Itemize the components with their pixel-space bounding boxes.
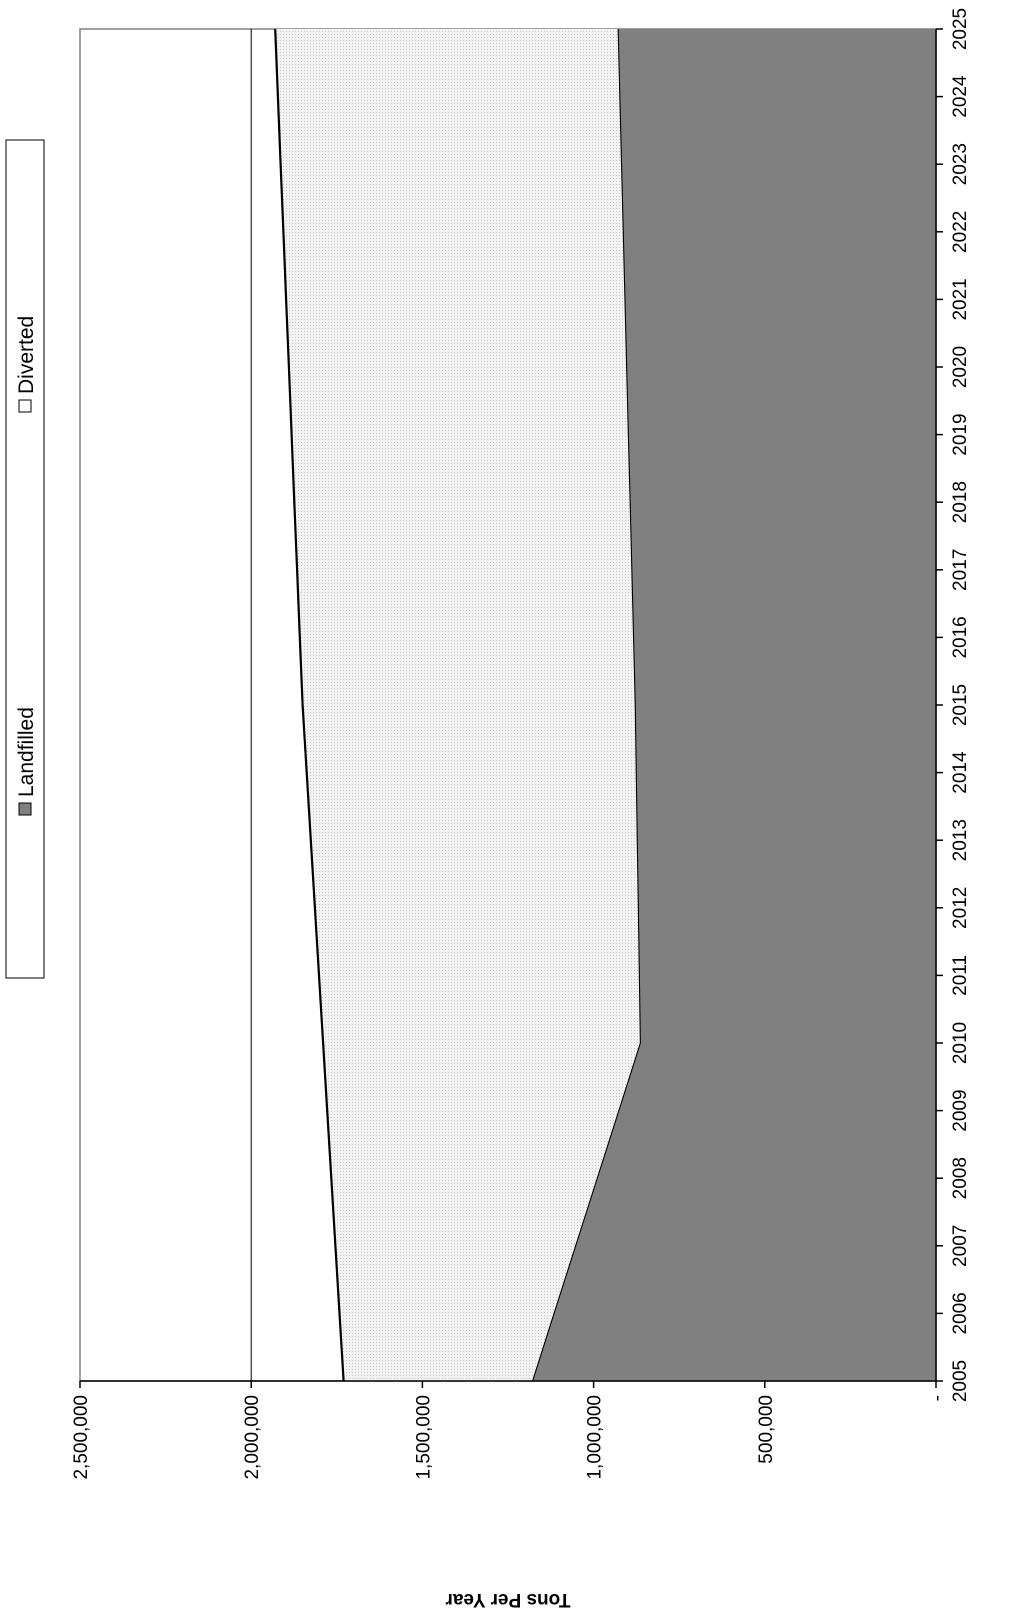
year-tick-label-2021: 2021 [950, 278, 971, 320]
year-tick-label-2016: 2016 [950, 616, 971, 658]
year-tick-label-2009: 2009 [950, 1089, 971, 1131]
legend-swatch-diverted [18, 399, 32, 413]
area-layer [274, 28, 936, 1382]
legend-label-landfilled: Landfilled [15, 707, 38, 797]
year-tick-label-2008: 2008 [950, 1157, 971, 1199]
year-tick-label-2023: 2023 [950, 143, 971, 185]
legend-swatch-landfilled [18, 802, 32, 816]
legend: Landfilled Diverted [5, 139, 45, 979]
year-tick-label-2022: 2022 [950, 211, 971, 253]
year-tick-label-2015: 2015 [950, 684, 971, 726]
year-tick-label-2010: 2010 [950, 1022, 971, 1064]
year-tick-label-2017: 2017 [950, 549, 971, 591]
year-tick-label-2007: 2007 [950, 1225, 971, 1267]
value-tick-label-0: - [927, 1395, 948, 1401]
year-tick-label-2013: 2013 [950, 819, 971, 861]
value-tick-label-1500000: 1,500,000 [413, 1395, 434, 1480]
area-diverted [275, 29, 640, 1381]
series-line-diverted [274, 28, 345, 1382]
year-tick-label-2014: 2014 [950, 751, 971, 794]
value-tick-label-2000000: 2,000,000 [242, 1395, 263, 1480]
year-tick-label-2005: 2005 [950, 1360, 971, 1402]
legend-label-diverted: Diverted [15, 316, 38, 394]
value-tick-label-500000: 500,000 [756, 1395, 777, 1464]
value-tick-label-1000000: 1,000,000 [585, 1395, 606, 1480]
year-tick-label-2019: 2019 [950, 413, 971, 455]
area-landfilled [532, 29, 936, 1381]
value-tick-label-2500000: 2,500,000 [71, 1395, 92, 1480]
year-tick-label-2011: 2011 [950, 955, 971, 996]
year-tick-label-2024: 2024 [950, 75, 971, 118]
year-tick-label-2012: 2012 [950, 887, 971, 929]
y-axis-title: Tons Per Year [445, 1589, 571, 1610]
year-tick-label-2006: 2006 [950, 1292, 971, 1334]
year-tick-label-2020: 2020 [950, 346, 971, 388]
year-tick-label-2018: 2018 [950, 481, 971, 523]
year-axis-ticks: 2005 2006 2007 2008 2009 2010 2011 2012 2013 2014… [936, 8, 971, 1402]
value-axis-ticks: - 500,000 1,000,000 1,500,000 2,000,000 2,500… [71, 1381, 948, 1480]
legend-box [5, 139, 45, 979]
year-tick-label-2025: 2025 [950, 8, 971, 50]
